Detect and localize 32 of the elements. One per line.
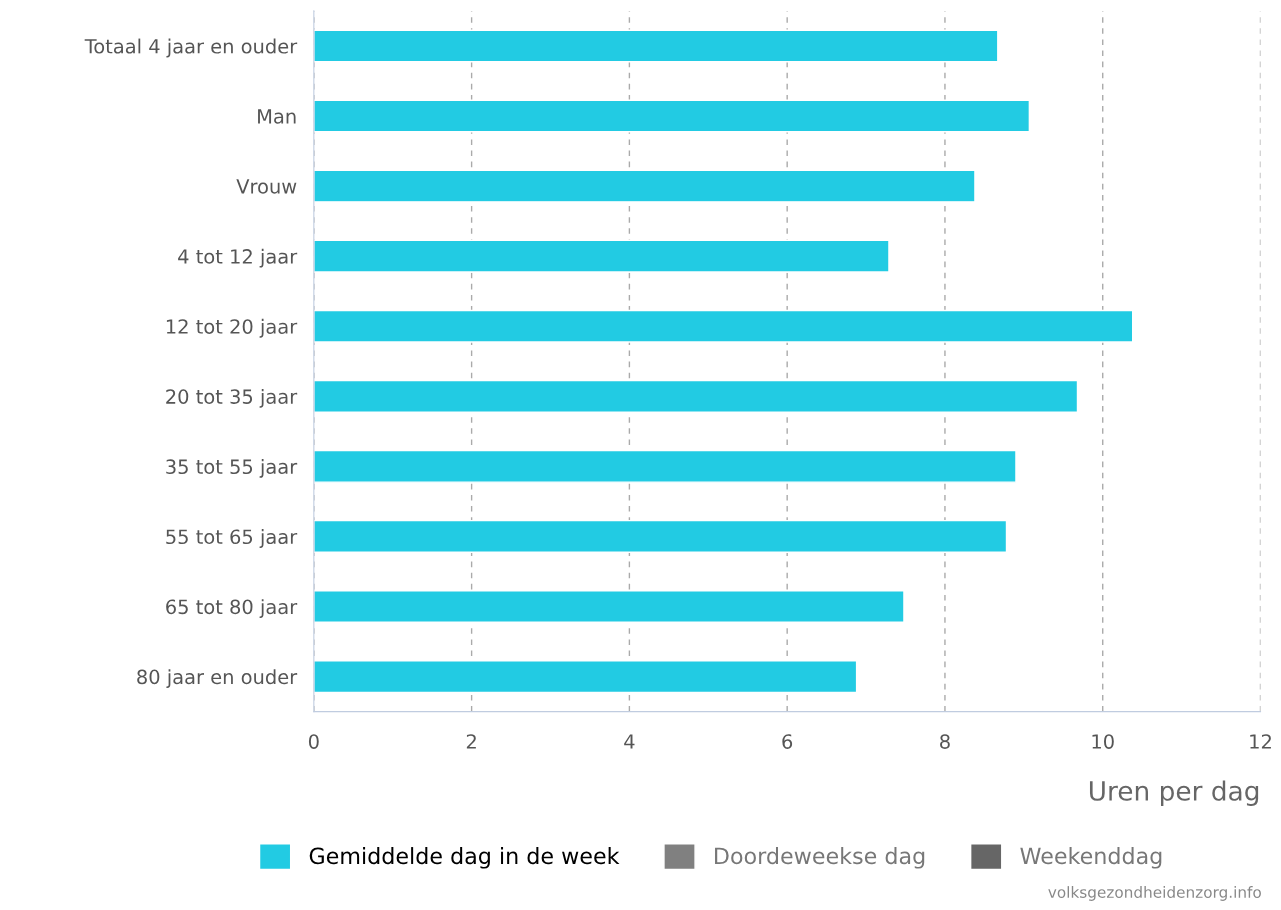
- y-tick-label: 65 tot 80 jaar: [166, 599, 298, 618]
- y-tick-label: Vrouw: [236, 179, 297, 194]
- legend-label: Weekenddag: [1020, 847, 1162, 869]
- bar: [313, 169, 976, 203]
- bar: [313, 660, 858, 694]
- bar: [313, 519, 1008, 553]
- bar: [313, 29, 999, 63]
- y-tick-label: 4 tot 12 jaar: [178, 248, 298, 268]
- y-tick-label: Totaal 4 jaar en ouder: [84, 38, 298, 58]
- x-axis-title: Uren per dag: [1089, 780, 1259, 806]
- bar: [313, 590, 905, 623]
- x-tick-label: 4: [624, 734, 635, 749]
- bar: [313, 379, 1079, 413]
- legend-label: Doordeweekse dag: [715, 847, 925, 869]
- bar: [313, 99, 1031, 133]
- y-tick-label: 55 tot 65 jaar: [166, 529, 298, 548]
- bar: [313, 449, 1017, 483]
- y-tick-label: 12 tot 20 jaar: [166, 318, 298, 338]
- bar: [313, 239, 890, 273]
- text: volksgezondheidenzorg.info: [1048, 886, 1261, 901]
- bar: [313, 309, 1134, 343]
- x-tick-label: 8: [940, 734, 950, 749]
- y-tick-label: 35 tot 55 jaar: [166, 458, 298, 478]
- x-tick-label: 10: [1092, 734, 1114, 749]
- x-tick-label: 0: [308, 734, 319, 749]
- y-tick-label: 80 jaar en ouder: [137, 669, 298, 689]
- legend-label: Gemiddelde dag in de week: [309, 847, 620, 869]
- x-tick-label: 2: [466, 734, 476, 749]
- y-tick-label: 20 tot 35 jaar: [166, 388, 298, 408]
- x-tick-label: 12: [1250, 734, 1271, 749]
- x-tick-label: 6: [782, 734, 793, 749]
- y-tick-label: Man: [258, 109, 296, 124]
